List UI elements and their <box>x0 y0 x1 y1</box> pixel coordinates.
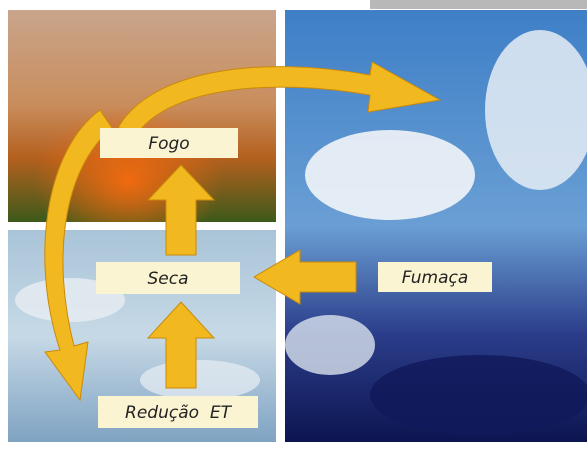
node-label: Fumaça <box>402 268 469 288</box>
diagram: Fogo Seca Fumaça Redução ET <box>0 0 587 451</box>
cloud <box>285 315 375 375</box>
smoke <box>370 355 587 435</box>
cloud <box>305 130 475 220</box>
top-bar <box>370 0 587 9</box>
node-label: Fogo <box>148 134 189 154</box>
node-label: Seca <box>147 269 188 289</box>
cloud <box>140 360 260 400</box>
page: Fogo Seca Fumaça Redução ET (() => { con… <box>0 0 587 451</box>
node-label: Redução ET <box>125 403 233 423</box>
